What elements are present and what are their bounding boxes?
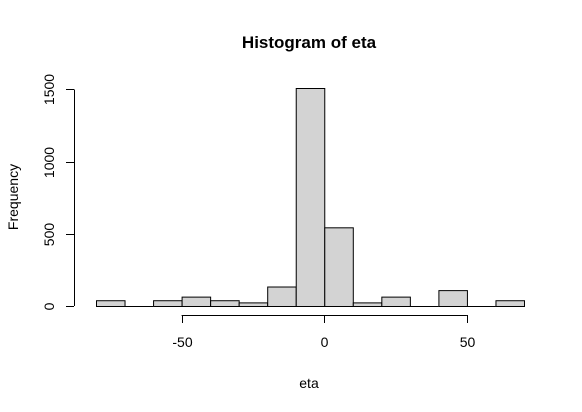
histogram-bar bbox=[181, 296, 212, 308]
y-tick-label: 500 bbox=[41, 223, 57, 247]
x-tick-label: -50 bbox=[172, 334, 192, 350]
y-tick-label: 1000 bbox=[41, 147, 57, 178]
y-axis: 0 500 1000 1500 bbox=[41, 74, 75, 310]
histogram-bar bbox=[295, 88, 326, 307]
y-axis-label: Frequency bbox=[5, 164, 21, 230]
histogram-bar bbox=[495, 300, 526, 307]
histogram-bar bbox=[153, 300, 183, 307]
histogram-bar bbox=[324, 227, 354, 308]
x-axis: -50 0 50 bbox=[172, 315, 475, 350]
x-tick-label: 50 bbox=[460, 334, 476, 350]
y-tick-label: 1500 bbox=[41, 74, 57, 105]
x-tick-label: 0 bbox=[321, 334, 329, 350]
histogram-bar bbox=[381, 296, 411, 308]
histogram-bar bbox=[238, 302, 269, 307]
y-tick-label: 0 bbox=[41, 302, 57, 310]
chart-title: Histogram of eta bbox=[242, 33, 377, 52]
bars-group bbox=[96, 88, 526, 308]
histogram-bar bbox=[210, 300, 240, 307]
histogram-bar bbox=[438, 290, 468, 307]
histogram-bar bbox=[96, 300, 126, 307]
histogram-bar bbox=[352, 302, 383, 307]
x-axis-label: eta bbox=[299, 375, 319, 391]
histogram-bar bbox=[267, 286, 297, 308]
